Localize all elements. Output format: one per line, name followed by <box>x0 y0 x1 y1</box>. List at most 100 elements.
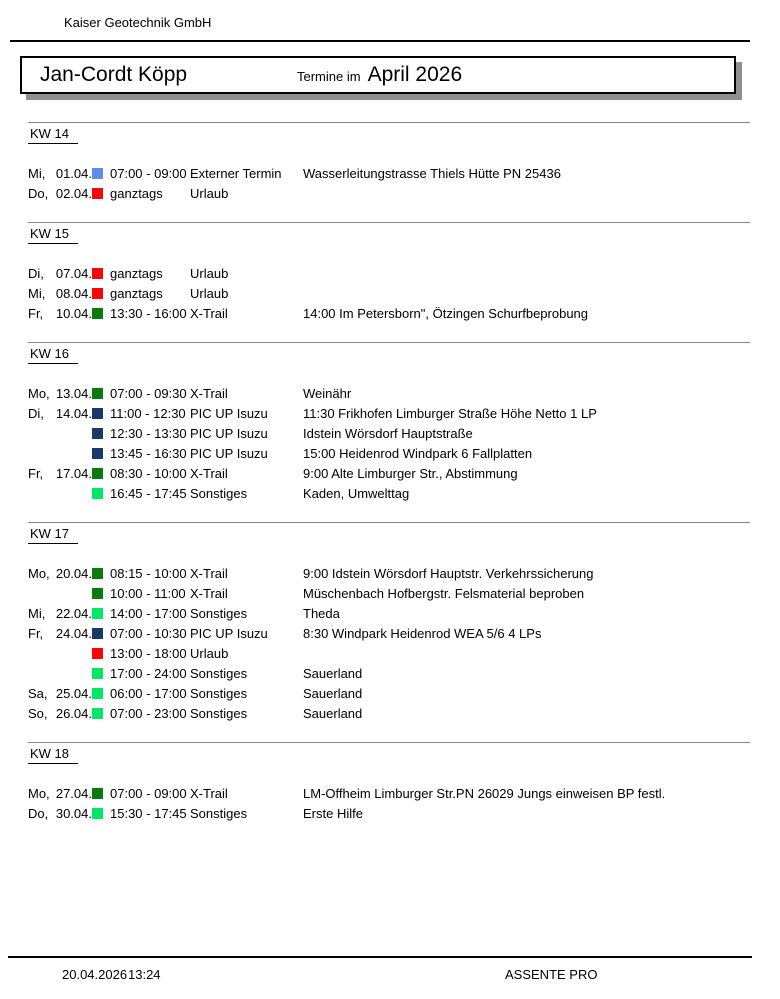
category-color-cell <box>92 187 110 199</box>
category-color-swatch <box>92 707 103 719</box>
category-color-swatch <box>92 567 103 579</box>
category-color-swatch <box>92 167 103 179</box>
week-rows: Mo, 13.04. 07:00 - 09:30 X-Trail Weinähr… <box>28 383 750 503</box>
appointment-time: 08:30 - 10:00 <box>110 465 187 481</box>
appointment-row: Mo, 20.04. 08:15 - 10:00 X-Trail 9:00 Id… <box>28 563 750 583</box>
appointment-day: Fr, <box>28 465 44 481</box>
week-section: KW 17 Mo, 20.04. 08:15 - 10:00 X-Trail 9… <box>28 522 750 723</box>
appointment-date: 14.04. <box>55 405 92 421</box>
appointment-daydate: Di, 07.04. <box>28 266 92 281</box>
appointment-description: Sauerland <box>303 705 363 721</box>
appointment-row: Do, 30.04. 15:30 - 17:45 Sonstiges Erste… <box>28 803 750 823</box>
appointment-time: 12:30 - 13:30 <box>110 425 187 441</box>
appointment-daydate: Fr, 17.04. <box>28 466 92 481</box>
appointment-row: 10:00 - 11:00 X-Trail Müschenbach Hofber… <box>28 583 750 603</box>
appointment-date: 08.04. <box>55 285 92 301</box>
appointment-category: PIC UP Isuzu <box>190 625 268 641</box>
appointment-daydate: Mi, 01.04. <box>28 166 92 181</box>
appointment-category: PIC UP Isuzu <box>190 425 268 441</box>
appointment-date: 24.04. <box>55 625 92 641</box>
appointment-category: Sonstiges <box>190 665 248 681</box>
appointment-daydate: Mo, 20.04. <box>28 566 92 581</box>
appointment-time: 13:00 - 18:00 <box>110 645 187 661</box>
appointment-date: 02.04. <box>55 185 92 201</box>
print-time: 13:24 <box>128 967 161 982</box>
week-rows: Mi, 01.04. 07:00 - 09:00 Externer Termin… <box>28 163 750 203</box>
appointment-time: 07:00 - 09:00 <box>110 165 187 181</box>
appointment-time: ganztags <box>110 265 163 281</box>
appointment-daydate: Fr, 24.04. <box>28 626 92 641</box>
appointment-day: Do, <box>28 805 49 821</box>
appointment-category: X-Trail <box>190 385 228 401</box>
report-title: Termine im April 2026 <box>297 63 462 87</box>
appointment-day: Fr, <box>28 625 44 641</box>
appointment-description: Sauerland <box>303 665 363 681</box>
appointment-category: Externer Termin <box>190 165 282 181</box>
appointment-day: Do, <box>28 185 49 201</box>
appointment-date: 22.04. <box>55 605 92 621</box>
appointment-description: 11:30 Frikhofen Limburger Straße Höhe Ne… <box>303 405 597 421</box>
week-divider <box>28 742 750 743</box>
category-color-swatch <box>92 447 103 459</box>
category-color-cell <box>92 787 110 799</box>
appointment-row: Di, 07.04. ganztags Urlaub <box>28 263 750 283</box>
appointment-description: Idstein Wörsdorf Hauptstraße <box>303 425 473 441</box>
appointment-category: PIC UP Isuzu <box>190 405 268 421</box>
appointment-date: 13.04. <box>55 385 92 401</box>
appointment-description: 9:00 Alte Limburger Str., Abstimmung <box>303 465 518 481</box>
appointment-day: Fr, <box>28 305 44 321</box>
appointment-time: 07:00 - 10:30 <box>110 625 187 641</box>
category-color-cell <box>92 287 110 299</box>
appointment-time: 11:00 - 12:30 <box>110 405 186 421</box>
appointment-day: Mo, <box>28 385 50 401</box>
title-prefix: Termine im <box>297 69 361 84</box>
appointment-description: Erste Hilfe <box>303 805 363 821</box>
appointment-date: 01.04. <box>55 165 92 181</box>
title-month: April 2026 <box>367 63 463 86</box>
week-section: KW 16 Mo, 13.04. 07:00 - 09:30 X-Trail W… <box>28 342 750 503</box>
appointment-time: 17:00 - 24:00 <box>110 665 187 681</box>
appointment-time: 07:00 - 23:00 <box>110 705 187 721</box>
appointment-daydate: Mo, 27.04. <box>28 786 92 801</box>
category-color-swatch <box>92 587 103 599</box>
appointment-day: Sa, <box>28 685 48 701</box>
appointment-description: 15:00 Heidenrod Windpark 6 Fallplatten <box>303 445 533 461</box>
category-color-swatch <box>92 467 103 479</box>
appointment-category: Sonstiges <box>190 685 248 701</box>
category-color-cell <box>92 467 110 479</box>
appointment-description: LM-Offheim Limburger Str.PN 26029 Jungs … <box>303 785 666 801</box>
appointment-category: X-Trail <box>190 565 228 581</box>
appointment-date: 26.04. <box>55 705 92 721</box>
header-divider <box>10 40 750 42</box>
category-color-cell <box>92 447 110 459</box>
week-divider <box>28 522 750 523</box>
appointment-date: 27.04. <box>55 785 92 801</box>
appointment-description: Müschenbach Hofbergstr. Felsmaterial bep… <box>303 585 585 601</box>
weeks-container: KW 14 Mi, 01.04. 07:00 - 09:00 Externer … <box>28 122 750 842</box>
appointment-date: 10.04. <box>55 305 92 321</box>
appointment-category: Sonstiges <box>190 705 248 721</box>
appointment-day: Mo, <box>28 785 50 801</box>
week-label: KW 17 <box>28 526 79 544</box>
appointment-row: Sa, 25.04. 06:00 - 17:00 Sonstiges Sauer… <box>28 683 750 703</box>
appointment-daydate: Fr, 10.04. <box>28 306 92 321</box>
appointment-row: Mo, 13.04. 07:00 - 09:30 X-Trail Weinähr <box>28 383 750 403</box>
appointment-date: 30.04. <box>55 805 92 821</box>
category-color-swatch <box>92 647 103 659</box>
appointment-row: So, 26.04. 07:00 - 23:00 Sonstiges Sauer… <box>28 703 750 723</box>
appointment-day: Mi, <box>28 605 46 621</box>
week-label: KW 16 <box>28 346 79 364</box>
week-label: KW 14 <box>28 126 79 144</box>
category-color-swatch <box>92 687 103 699</box>
appointment-row: 13:45 - 16:30 PIC UP Isuzu 15:00 Heidenr… <box>28 443 750 463</box>
appointment-row: Fr, 10.04. 13:30 - 16:00 X-Trail 14:00 I… <box>28 303 750 323</box>
person-name: Jan-Cordt Köpp <box>40 63 188 86</box>
appointment-row: Mo, 27.04. 07:00 - 09:00 X-Trail LM-Offh… <box>28 783 750 803</box>
appointment-time: 15:30 - 17:45 <box>110 805 187 821</box>
appointment-daydate: So, 26.04. <box>28 706 92 721</box>
title-box: Jan-Cordt Köpp Termine im April 2026 <box>20 56 736 94</box>
appointment-row: 17:00 - 24:00 Sonstiges Sauerland <box>28 663 750 683</box>
appointment-date: 07.04. <box>55 265 92 281</box>
app-name: ASSENTE PRO <box>505 967 598 982</box>
appointment-time: ganztags <box>110 185 163 201</box>
